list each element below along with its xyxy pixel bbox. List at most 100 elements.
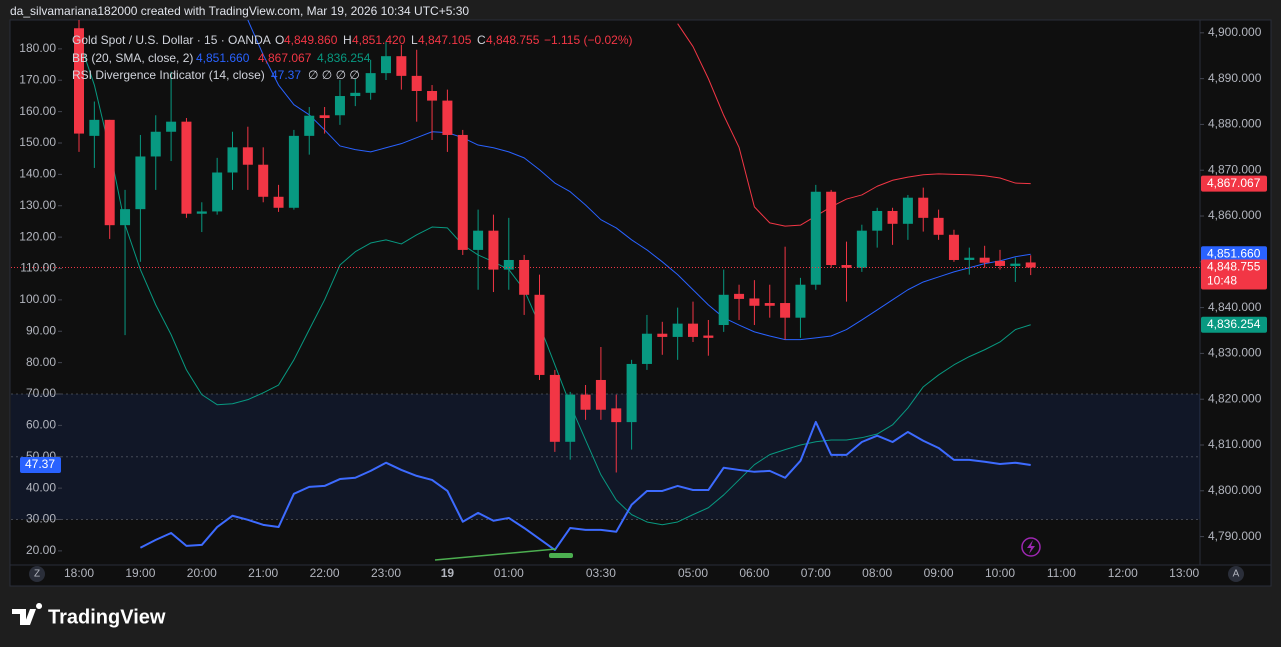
candle-body [810, 191, 821, 285]
y2-tick-label: 150.00 [19, 135, 56, 149]
alert-bolt [1027, 540, 1035, 554]
price-tag [1201, 316, 1267, 333]
legend-value: 4,847.105 [418, 33, 472, 47]
candle-body [856, 230, 867, 268]
candle-body [411, 75, 422, 91]
y2-tick-label: 30.00 [26, 512, 56, 526]
alert-icon[interactable] [1021, 537, 1041, 557]
candle-body [979, 257, 990, 263]
candle-body [396, 56, 407, 76]
y-tick-label: 4,860.000 [1208, 208, 1262, 222]
brand-logo [12, 603, 43, 625]
divergence-line [434, 548, 557, 561]
price-tag-timer: 10:48 [1207, 274, 1237, 288]
candle-body [273, 196, 284, 208]
candle-body [74, 28, 84, 134]
price-tag-label: 4,848.755 [1207, 260, 1261, 274]
candle-body [304, 115, 315, 136]
candle-body [657, 333, 668, 337]
candle-body [611, 408, 622, 423]
legend-value: 4,851.420 [352, 33, 406, 47]
band-line [677, 23, 1031, 227]
caption: da_silvamariana182000 created with Tradi… [10, 4, 469, 18]
y-tick-label: 4,790.000 [1208, 529, 1262, 543]
x-tick-label: 18:00 [64, 566, 94, 580]
candle-body [89, 119, 100, 136]
x-tick-label: 10:00 [985, 566, 1015, 580]
candle-body [841, 265, 852, 268]
x-tick-label: 06:00 [739, 566, 769, 580]
candle-body [350, 92, 361, 97]
candle-body [918, 197, 929, 218]
candle-body [595, 379, 606, 410]
candle-body [749, 298, 760, 306]
candle-body [120, 209, 131, 226]
x-tick-label: 21:00 [248, 566, 278, 580]
candle-body [872, 210, 883, 231]
candle-body [258, 164, 269, 197]
price-tag-label: 4,836.254 [1207, 317, 1261, 331]
overlay [434, 537, 1041, 561]
rsi-line [139, 420, 1031, 551]
legend-value: 4,848.755 [486, 33, 540, 47]
x-tick-label: 07:00 [801, 566, 831, 580]
candle-body [457, 134, 468, 250]
x-tick-label: 11:00 [1047, 566, 1076, 580]
auto-button[interactable] [1228, 566, 1244, 582]
candle-body [227, 147, 238, 173]
legend-key: C [477, 33, 486, 47]
price-tag-label: 4,851.660 [1207, 246, 1261, 260]
candle-body [427, 90, 438, 101]
candle-body [212, 172, 223, 212]
x-tick-label: 19 [441, 566, 455, 580]
legend-key: L [411, 33, 418, 47]
y-tick-label: 4,870.000 [1208, 162, 1262, 176]
y-tick-label: 4,900.000 [1208, 25, 1262, 39]
x-tick-label: 05:00 [678, 566, 708, 580]
candle-body [672, 323, 683, 337]
legend-key: O [275, 33, 284, 47]
y2-tick-label: 60.00 [26, 418, 56, 432]
legend-value: 4,849.860 [284, 33, 338, 47]
divergence-marker [549, 553, 573, 558]
x-tick-label: 23:00 [371, 566, 401, 580]
candle-body [334, 96, 345, 116]
candle-body [150, 131, 161, 157]
candle-body [780, 303, 791, 318]
candle-body [626, 363, 637, 423]
legend-bb-value: 4,836.254 [317, 51, 371, 65]
candle-body [641, 333, 652, 364]
candle-body [242, 147, 253, 165]
candle-body [549, 374, 560, 442]
candle-body [795, 284, 806, 318]
band-line [78, 39, 1031, 526]
candle-body [902, 197, 913, 224]
x-tick-label: 22:00 [310, 566, 340, 580]
candle-body [565, 394, 576, 442]
candle-body [995, 260, 1005, 266]
candle-body [135, 156, 146, 210]
legend-bb-value: 4,867.067 [258, 51, 312, 65]
chart-panel [9, 19, 1272, 587]
legend-bb: BB (20, SMA, close, 2) [72, 51, 193, 65]
y2-tick-label: 80.00 [26, 355, 56, 369]
legend-rsi-extra: ∅ ∅ ∅ ∅ [308, 68, 360, 82]
y2-tick-label: 20.00 [26, 543, 56, 557]
x-tick-label: 09:00 [924, 566, 954, 580]
x-tick-label: 12:00 [1108, 566, 1138, 580]
y2-tick-label: 170.00 [19, 72, 56, 86]
price-tag [1201, 175, 1267, 192]
candle-body [933, 217, 944, 235]
candle-body [196, 211, 207, 214]
candle-body [365, 73, 376, 93]
legend-symbol: Gold Spot / U.S. Dollar · 15 · OANDA [72, 33, 271, 47]
legend-rsi-value: 47.37 [271, 68, 301, 82]
candle-body [1010, 263, 1021, 266]
price-tag-label: 4,867.067 [1207, 176, 1261, 190]
candle-body [764, 303, 775, 306]
candle-body [1025, 262, 1036, 268]
zoom-button[interactable] [29, 566, 45, 582]
y-tick-label: 4,820.000 [1208, 391, 1262, 405]
candle-body [488, 230, 499, 270]
